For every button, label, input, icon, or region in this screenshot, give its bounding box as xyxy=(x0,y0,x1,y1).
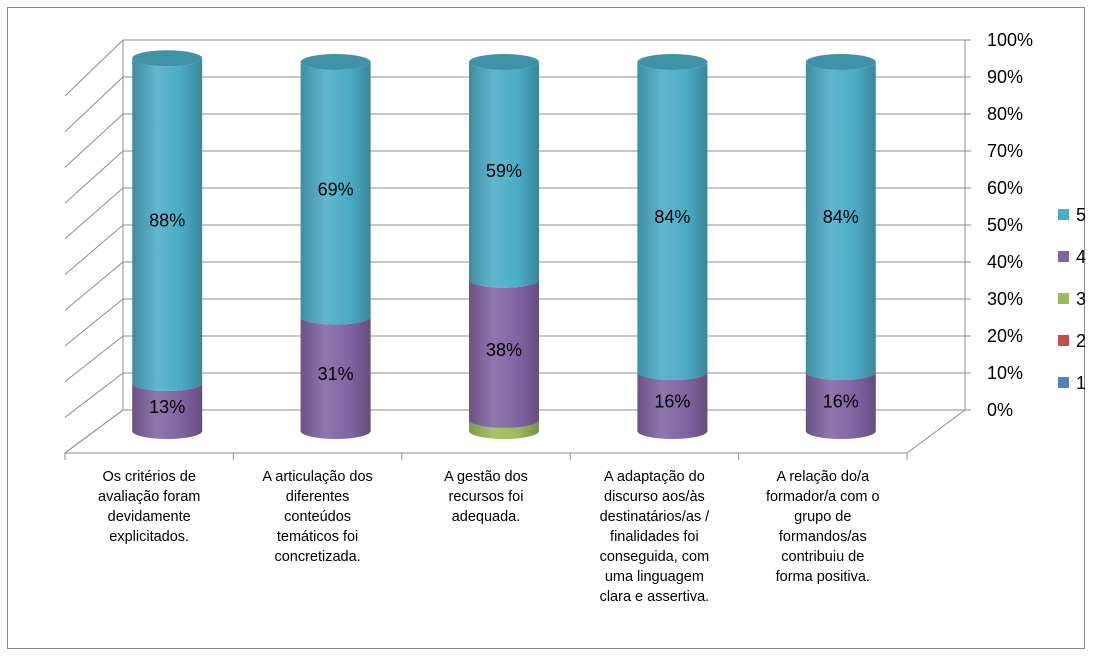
data-label: 16% xyxy=(823,391,859,411)
category-label-line: diferentes xyxy=(285,489,350,505)
bar-top-series-5 xyxy=(805,54,876,70)
category-label: A adaptação do discurso aos/às destinatári… xyxy=(579,467,729,607)
legend-swatch-5 xyxy=(1058,209,1069,220)
category-label-line: finalidades foi xyxy=(610,529,699,545)
data-label: 84% xyxy=(823,207,859,227)
bar-segment-series-5 xyxy=(469,62,539,288)
legend-swatch-3 xyxy=(1058,293,1069,304)
floor xyxy=(63,409,967,454)
category-label-line: conseguida, com xyxy=(599,549,710,565)
y-tick-label: 40% xyxy=(987,252,1023,272)
data-label: 31% xyxy=(318,364,354,384)
bar-segment-series-5 xyxy=(132,58,203,392)
y-tick-label: 70% xyxy=(987,141,1023,161)
category-label: Os critérios de avaliação foram devidament… xyxy=(74,467,224,547)
legend-swatch-4 xyxy=(1058,251,1069,262)
category-label-line: uma linguagem xyxy=(604,569,704,585)
bar-segment-series-4 xyxy=(469,279,539,428)
legend-label-5: 5 xyxy=(1076,205,1086,225)
category-label-line: temáticos foi xyxy=(276,529,359,545)
category-label-line: formador/a com o xyxy=(765,489,880,505)
category-label-line: discurso aos/às xyxy=(604,489,705,505)
category-label-line: contribuiu de xyxy=(781,549,865,565)
side-gridline xyxy=(64,261,124,311)
bar-segment-series-4 xyxy=(805,371,876,439)
category-label-line: avaliação foram xyxy=(98,489,201,505)
category-label-line: formandos/as xyxy=(778,529,867,545)
bar-segment-series-3 xyxy=(469,419,539,439)
y-tick-label: 90% xyxy=(987,67,1023,87)
data-label: 13% xyxy=(149,397,185,417)
category-label-line: adequada. xyxy=(451,509,521,525)
bar-segment-series-5 xyxy=(805,62,876,380)
bar-segment-series-5 xyxy=(637,62,708,380)
side-gridline xyxy=(64,150,124,204)
side-gridline xyxy=(64,298,124,347)
side-gridline xyxy=(64,372,124,418)
y-tick-label: 10% xyxy=(987,363,1023,383)
bar-segment-series-4 xyxy=(300,316,371,439)
side-gridline xyxy=(64,335,124,382)
y-tick-label: 0% xyxy=(987,400,1013,420)
y-tick-label: 20% xyxy=(987,326,1023,346)
legend-swatch-2 xyxy=(1058,335,1069,346)
category-label-line: clara e assertiva. xyxy=(599,589,710,605)
data-label: 16% xyxy=(654,391,690,411)
category-label-line: devidamente xyxy=(107,509,191,525)
bar-top-series-5 xyxy=(132,50,203,67)
side-gridline xyxy=(64,76,124,133)
bar-segment-series-4 xyxy=(637,371,708,439)
bar-top-series-5 xyxy=(637,54,708,70)
category-label: A articulação dos diferentes conteúdos temá… xyxy=(243,467,393,567)
side-gridline xyxy=(64,39,124,97)
category-label-line: A gestão dos xyxy=(444,469,528,485)
y-tick-label: 80% xyxy=(987,104,1023,124)
category-label-line: A adaptação do xyxy=(603,469,705,485)
y-tick-label: 100% xyxy=(987,30,1033,50)
legend-label-3: 3 xyxy=(1076,289,1086,309)
legend-swatch-1 xyxy=(1058,377,1069,388)
category-label-line: recursos foi xyxy=(448,489,524,505)
legend-label-1: 1 xyxy=(1076,373,1086,393)
category-label-line: conteúdos xyxy=(284,509,352,525)
data-label: 84% xyxy=(654,207,690,227)
legend-label-4: 4 xyxy=(1076,247,1086,267)
category-label-line: Os critérios de xyxy=(102,469,196,485)
y-tick-label: 30% xyxy=(987,289,1023,309)
y-tick-label: 60% xyxy=(987,178,1023,198)
bar-segment-series-5 xyxy=(300,62,371,325)
category-label-line: A articulação dos xyxy=(262,469,373,485)
category-label-line: explicitados. xyxy=(109,529,190,545)
bar-top-series-5 xyxy=(469,54,539,70)
y-tick-label: 50% xyxy=(987,215,1023,235)
legend-label-2: 2 xyxy=(1076,331,1086,351)
category-label: A relação do/a formador/a com o grupo de fo… xyxy=(748,467,898,587)
side-gridline xyxy=(64,224,124,275)
side-gridline xyxy=(64,187,124,240)
data-label: 69% xyxy=(318,179,354,199)
data-label: 59% xyxy=(486,161,522,181)
bar-segment-series-4 xyxy=(132,383,203,439)
category-label-line: destinatários/as / xyxy=(599,509,710,525)
bar-top-series-5 xyxy=(300,54,371,70)
category-label-line: forma positiva. xyxy=(775,569,870,585)
category-label-line: A relação do/a xyxy=(776,469,870,485)
data-label: 88% xyxy=(149,211,185,231)
data-label: 38% xyxy=(486,340,522,360)
category-label-line: concretizada. xyxy=(274,549,361,565)
side-gridline xyxy=(64,113,124,168)
category-label-line: grupo de xyxy=(794,509,852,525)
category-label: A gestão dos recursos foi adequada. xyxy=(411,467,561,527)
